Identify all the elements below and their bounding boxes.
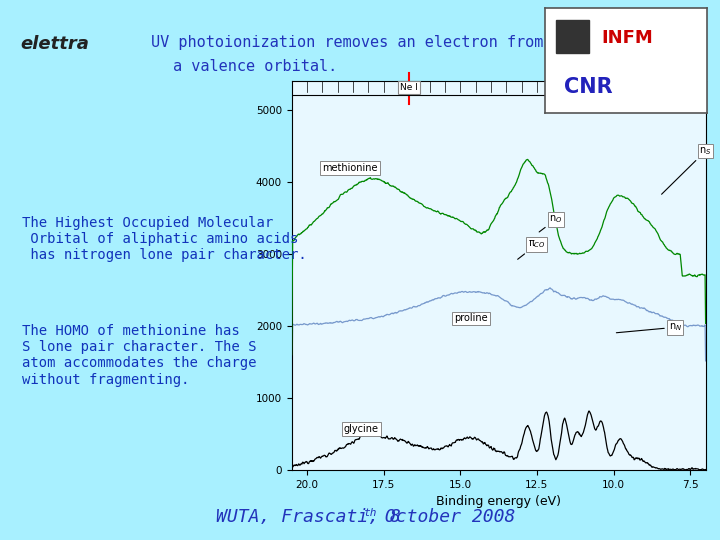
Text: n$_O$: n$_O$ bbox=[539, 213, 562, 232]
Text: glycine: glycine bbox=[343, 424, 379, 434]
Text: th: th bbox=[364, 508, 377, 518]
Text: UV photoionization removes an electron from: UV photoionization removes an electron f… bbox=[151, 35, 544, 50]
Text: n$_S$: n$_S$ bbox=[662, 145, 712, 194]
Text: WUTA, Frascati, 8: WUTA, Frascati, 8 bbox=[216, 509, 401, 526]
Text: a valence orbital.: a valence orbital. bbox=[173, 59, 337, 75]
Text: proline: proline bbox=[454, 314, 487, 323]
Text: methionine: methionine bbox=[323, 163, 378, 173]
Text: INFM: INFM bbox=[602, 29, 654, 46]
Text: Ar I: Ar I bbox=[557, 83, 572, 92]
Text: Kr I: Kr I bbox=[605, 83, 620, 92]
Text: CNR: CNR bbox=[564, 77, 613, 97]
Text: π$_{CO}$: π$_{CO}$ bbox=[518, 239, 546, 259]
Text: n$_N$: n$_N$ bbox=[616, 321, 682, 333]
Text: October 2008: October 2008 bbox=[374, 509, 515, 526]
Text: elettra: elettra bbox=[20, 35, 89, 53]
Text: The Highest Occupied Molecular
 Orbital of aliphatic amino acids
 has nitrogen l: The Highest Occupied Molecular Orbital o… bbox=[22, 216, 306, 262]
X-axis label: Binding energy (eV): Binding energy (eV) bbox=[436, 495, 561, 508]
FancyBboxPatch shape bbox=[557, 19, 589, 53]
Text: Ne I: Ne I bbox=[400, 83, 418, 92]
Text: Xe I: Xe I bbox=[653, 83, 670, 92]
Text: The HOMO of methionine has
S lone pair character. The S
atom accommodates the ch: The HOMO of methionine has S lone pair c… bbox=[22, 324, 256, 387]
